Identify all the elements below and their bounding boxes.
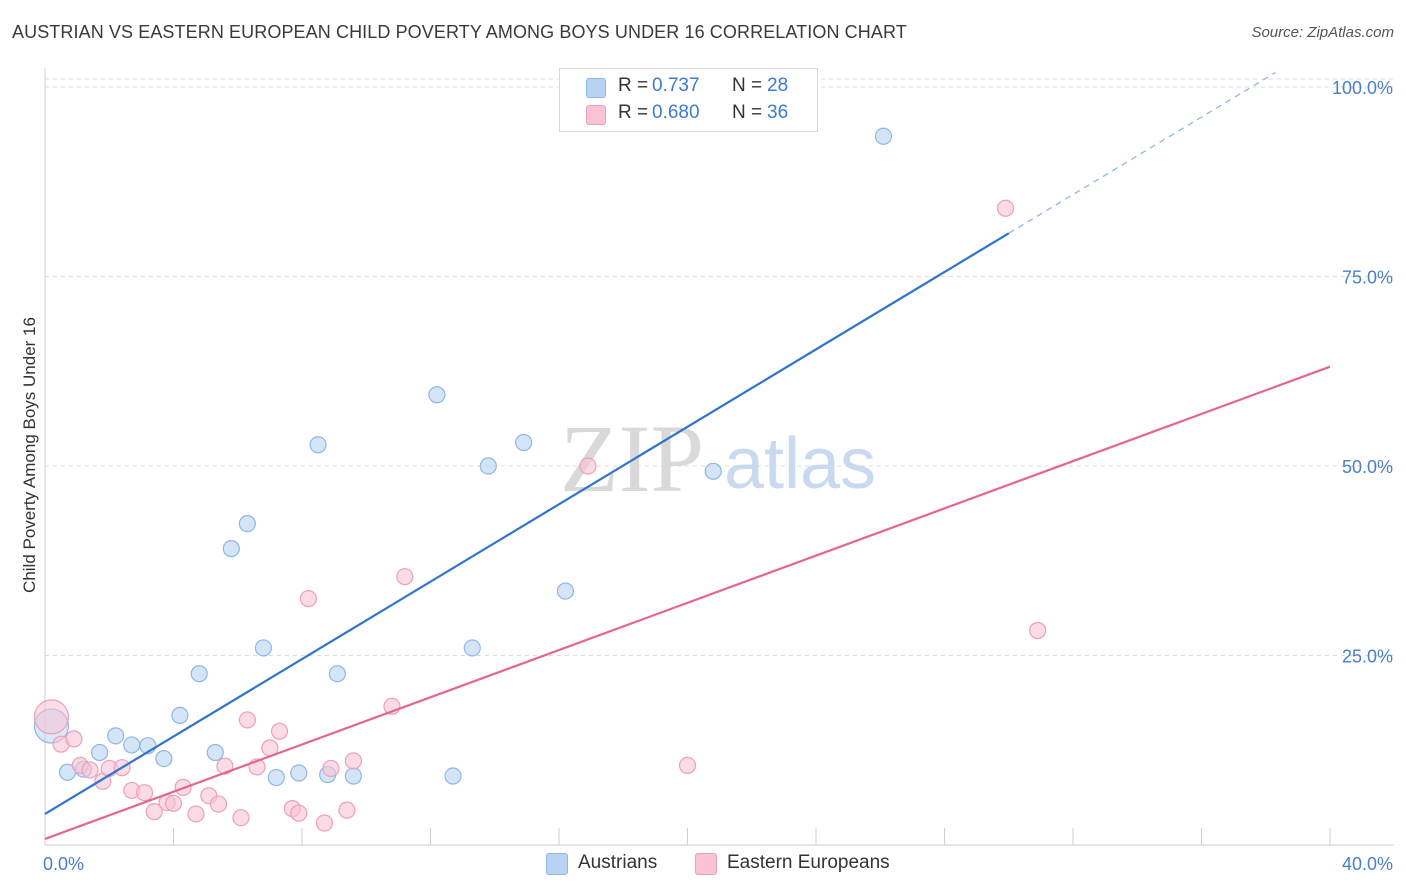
eastern-point <box>315 814 334 832</box>
legend-n-value: 36 <box>767 102 789 123</box>
legend-n-label: N = <box>732 75 763 96</box>
austrian-point <box>463 639 481 657</box>
austrian-point <box>556 582 575 600</box>
austrians-trend-line <box>44 232 1010 815</box>
axes <box>44 68 1394 846</box>
eastern-point <box>678 756 697 775</box>
legend-r-label: R = <box>618 75 649 96</box>
watermark: ZIP atlas <box>560 405 876 512</box>
eastern-point <box>290 804 308 822</box>
austrian-point <box>290 764 308 782</box>
eastern-point <box>33 699 70 735</box>
trend-lines <box>44 72 1331 840</box>
eastern-point <box>238 711 256 729</box>
legend-n-value: 28 <box>767 75 789 96</box>
austrian-point <box>704 462 722 480</box>
legend-n-label: N = <box>732 102 763 123</box>
watermark-zip: ZIP <box>560 405 704 512</box>
eastern-point <box>344 752 362 770</box>
eastern-point <box>996 199 1015 217</box>
austrian-point <box>171 706 189 724</box>
eastern-point <box>322 759 340 778</box>
austrian-point <box>190 665 208 683</box>
eastern-point <box>81 761 99 779</box>
y-tick-label: 25.0% <box>1342 647 1393 667</box>
austrian-point <box>254 639 273 657</box>
austrian-point <box>479 457 497 475</box>
austrians-trend-extension <box>1008 72 1276 234</box>
austrian-point <box>309 436 327 454</box>
gridlines <box>45 78 1394 656</box>
tick-labels: 25.0% 50.0% 75.0% 100.0% 0.0% 40.0% <box>43 78 1393 874</box>
eastern-point <box>145 803 163 821</box>
chart-source: Source: ZipAtlas.com <box>1251 24 1394 41</box>
austrian-point <box>222 540 240 558</box>
austrian-point <box>428 386 446 404</box>
eastern-point <box>396 568 414 586</box>
scatter-points <box>33 127 1047 832</box>
austrian-point <box>206 743 224 762</box>
legend-r-value: 0.680 <box>652 102 700 123</box>
austrian-point <box>155 749 173 768</box>
eastern-point <box>216 757 234 775</box>
legend-r-value: 0.737 <box>652 75 700 96</box>
eastern-point <box>1029 621 1047 640</box>
legend-label-austrians: Austrians <box>578 852 658 873</box>
y-tick-label: 100.0% <box>1332 78 1393 98</box>
austrian-point <box>238 515 256 533</box>
y-tick-label: 75.0% <box>1342 268 1393 288</box>
austrian-point <box>874 127 893 145</box>
austrian-point <box>344 767 362 785</box>
austrian-point <box>515 433 533 452</box>
austrians-swatch <box>586 78 606 98</box>
austrian-point <box>267 768 285 787</box>
y-tick-label: 50.0% <box>1342 457 1393 477</box>
eastern-point <box>135 784 154 802</box>
y-axis-label: Child Poverty Among Boys Under 16 <box>20 317 39 593</box>
eastern-point <box>579 457 597 475</box>
eastern-point <box>187 805 205 823</box>
eastern-trend-line <box>44 365 1331 840</box>
legend-label-eastern: Eastern Europeans <box>727 852 890 873</box>
eastern-point <box>209 795 228 813</box>
austrian-point <box>107 727 125 745</box>
eastern-point <box>299 590 318 608</box>
legend-r-label: R = <box>618 102 649 123</box>
stats-legend: R = 0.737 N = 28 R = 0.680 N = 36 <box>559 68 818 132</box>
austrians-swatch <box>546 853 568 875</box>
x-tick-label-max: 40.0% <box>1342 854 1393 874</box>
eastern-point <box>338 801 356 819</box>
watermark-atlas: atlas <box>724 424 876 504</box>
austrian-point <box>91 743 109 762</box>
eastern-point <box>164 794 183 812</box>
austrian-point <box>328 665 346 683</box>
austrian-point <box>444 767 462 785</box>
chart-title: AUSTRIAN VS EASTERN EUROPEAN CHILD POVER… <box>12 22 907 42</box>
austrian-point <box>123 736 141 754</box>
eastern-point <box>270 722 289 740</box>
x-tick-label-min: 0.0% <box>43 854 84 874</box>
eastern-swatch <box>586 105 606 125</box>
eastern-swatch <box>695 853 717 875</box>
eastern-point <box>65 730 83 748</box>
eastern-point <box>232 809 250 827</box>
